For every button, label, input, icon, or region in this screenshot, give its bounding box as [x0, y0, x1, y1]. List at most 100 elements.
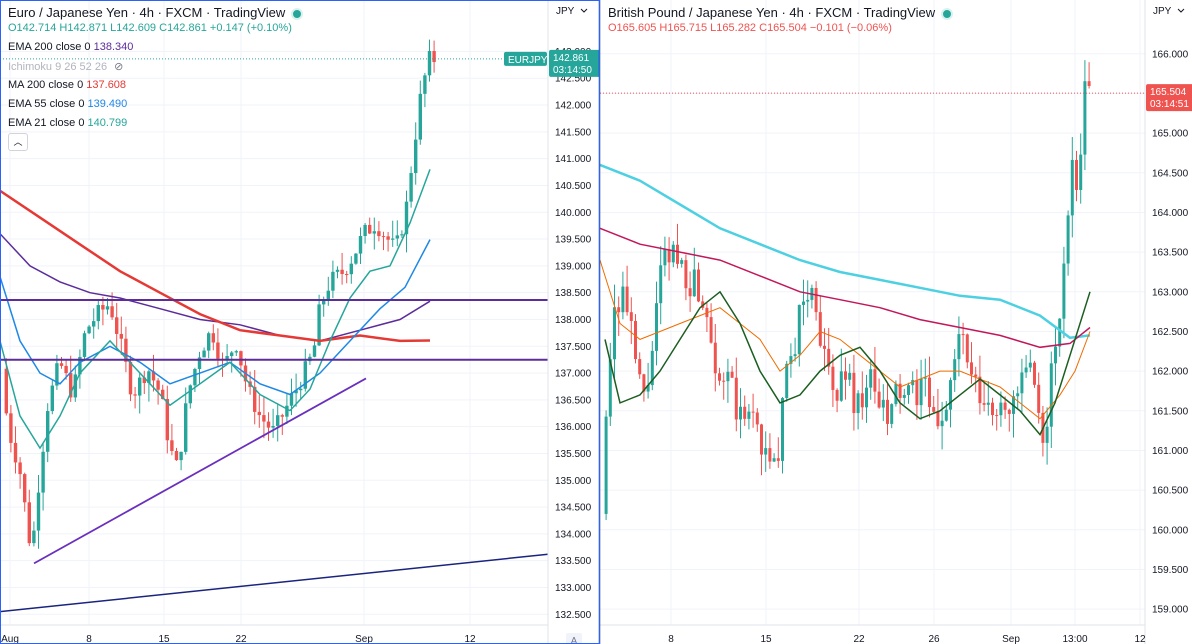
candle-body — [797, 304, 801, 355]
price-tick-label: 141.500 — [555, 127, 592, 138]
time-tick-label: 13:00 — [1062, 634, 1087, 644]
collapse-legend-button[interactable]: ︿ — [8, 133, 28, 151]
candle-body — [27, 502, 31, 544]
price-tick-label: 159.000 — [1152, 605, 1189, 616]
bar-countdown-label: 03:14:51 — [1150, 99, 1189, 110]
time-tick-label: 8 — [86, 634, 92, 644]
bar-countdown-label: 03:14:50 — [553, 65, 592, 76]
candle-body — [806, 299, 810, 302]
candle-body — [331, 271, 335, 291]
candle-body — [174, 450, 179, 461]
candle-body — [713, 342, 717, 374]
candle-body — [919, 378, 923, 406]
candle-body — [1033, 362, 1036, 385]
crimson-ma-line — [599, 227, 1091, 349]
price-tick-label: 142.500 — [555, 74, 592, 85]
candle-body — [216, 342, 220, 359]
candle-body — [170, 440, 174, 451]
candle-body — [368, 224, 372, 234]
candle-body — [262, 415, 266, 422]
candle-body — [907, 385, 910, 395]
price-tick-label: 141.000 — [555, 154, 592, 165]
candle-body — [613, 307, 616, 360]
candle-body — [69, 373, 73, 398]
time-tick-label: Sep — [355, 634, 373, 644]
candle-body — [1070, 159, 1074, 216]
time-tick-label: 15 — [158, 634, 170, 644]
candle-body — [280, 415, 284, 417]
price-tick-label: 162.000 — [1152, 367, 1189, 378]
indicator-ema200[interactable]: EMA 200 close 0 138.340 — [8, 41, 134, 53]
candle-body — [718, 373, 721, 381]
candle-body — [1079, 154, 1083, 190]
price-axis — [548, 0, 600, 644]
candle-body — [9, 413, 13, 443]
candle-body — [50, 385, 54, 412]
candle-body — [110, 306, 114, 318]
candle-body — [709, 317, 713, 343]
candle-body — [386, 236, 390, 240]
indicator-ma200[interactable]: MA 200 close 0 137.608 — [8, 79, 127, 91]
symbol-tag-label: EURJPY — [508, 55, 548, 66]
indicator-ichimoku[interactable]: Ichimoku 9 26 52 26 ⊘ — [8, 61, 124, 73]
darkgreen-ma-line — [604, 290, 1091, 436]
candle-body — [781, 398, 784, 461]
plot-area — [0, 0, 548, 625]
candle-body — [680, 260, 684, 264]
auto-scale-label: A — [571, 636, 578, 644]
candle-body — [835, 389, 839, 401]
candle-body — [688, 288, 692, 297]
candle-body — [32, 530, 36, 544]
candle-body — [1058, 318, 1062, 347]
time-tick-label: 26 — [928, 634, 940, 644]
last-price-label: 142.861 — [553, 53, 590, 64]
time-tick-label: 22 — [853, 634, 865, 644]
time-tick-label: 12 — [1134, 634, 1146, 644]
candle-body — [36, 492, 41, 531]
candle-body — [1049, 363, 1053, 427]
candle-body — [285, 405, 289, 417]
candle-body — [188, 385, 192, 404]
candle-body — [345, 273, 349, 275]
candle-body — [747, 411, 751, 419]
candle-body — [207, 333, 211, 351]
right-chart[interactable]: JPY166.000165.500165.000164.500164.00016… — [599, 0, 1192, 644]
candle-body — [354, 253, 358, 264]
candle-body — [271, 425, 275, 428]
candle-body — [1024, 367, 1028, 373]
left-chart[interactable]: 138.363137.248JPY143.000142.500142.00014… — [0, 0, 601, 644]
candle-body — [340, 269, 344, 274]
symbol-tag — [504, 51, 547, 66]
candle-body — [974, 374, 978, 377]
candle-body — [923, 377, 927, 379]
candle-body — [856, 393, 860, 414]
candle-body — [4, 368, 8, 414]
candle-body — [936, 411, 940, 427]
last-price-label: 165.504 — [1150, 87, 1187, 98]
trendline-lower — [0, 553, 549, 613]
candle-body — [197, 357, 202, 369]
candle-body — [629, 312, 633, 321]
candle-body — [928, 377, 931, 408]
hidden-eye-icon[interactable]: ⊘ — [114, 61, 124, 73]
candle-body — [772, 458, 776, 462]
indicator-ema21[interactable]: EMA 21 close 0 140.799 — [8, 117, 128, 129]
candle-body — [115, 317, 119, 334]
candle-body — [423, 75, 427, 94]
candle-body — [1087, 81, 1091, 87]
candle-body — [865, 387, 868, 408]
last-price-tag — [1146, 84, 1192, 112]
candle-body — [299, 388, 303, 391]
indicator-ema55[interactable]: EMA 55 close 0 139.490 — [8, 98, 128, 110]
time-tick-label: 8 — [668, 634, 674, 644]
candle-body — [414, 139, 418, 174]
candle-body — [1083, 81, 1087, 155]
candle-body — [82, 333, 87, 357]
candle-body — [617, 307, 621, 313]
candle-body — [193, 368, 197, 386]
candle-body — [751, 411, 755, 413]
price-tick-label: 160.000 — [1152, 525, 1189, 536]
live-status-icon — [291, 7, 304, 20]
candle-body — [764, 448, 768, 455]
